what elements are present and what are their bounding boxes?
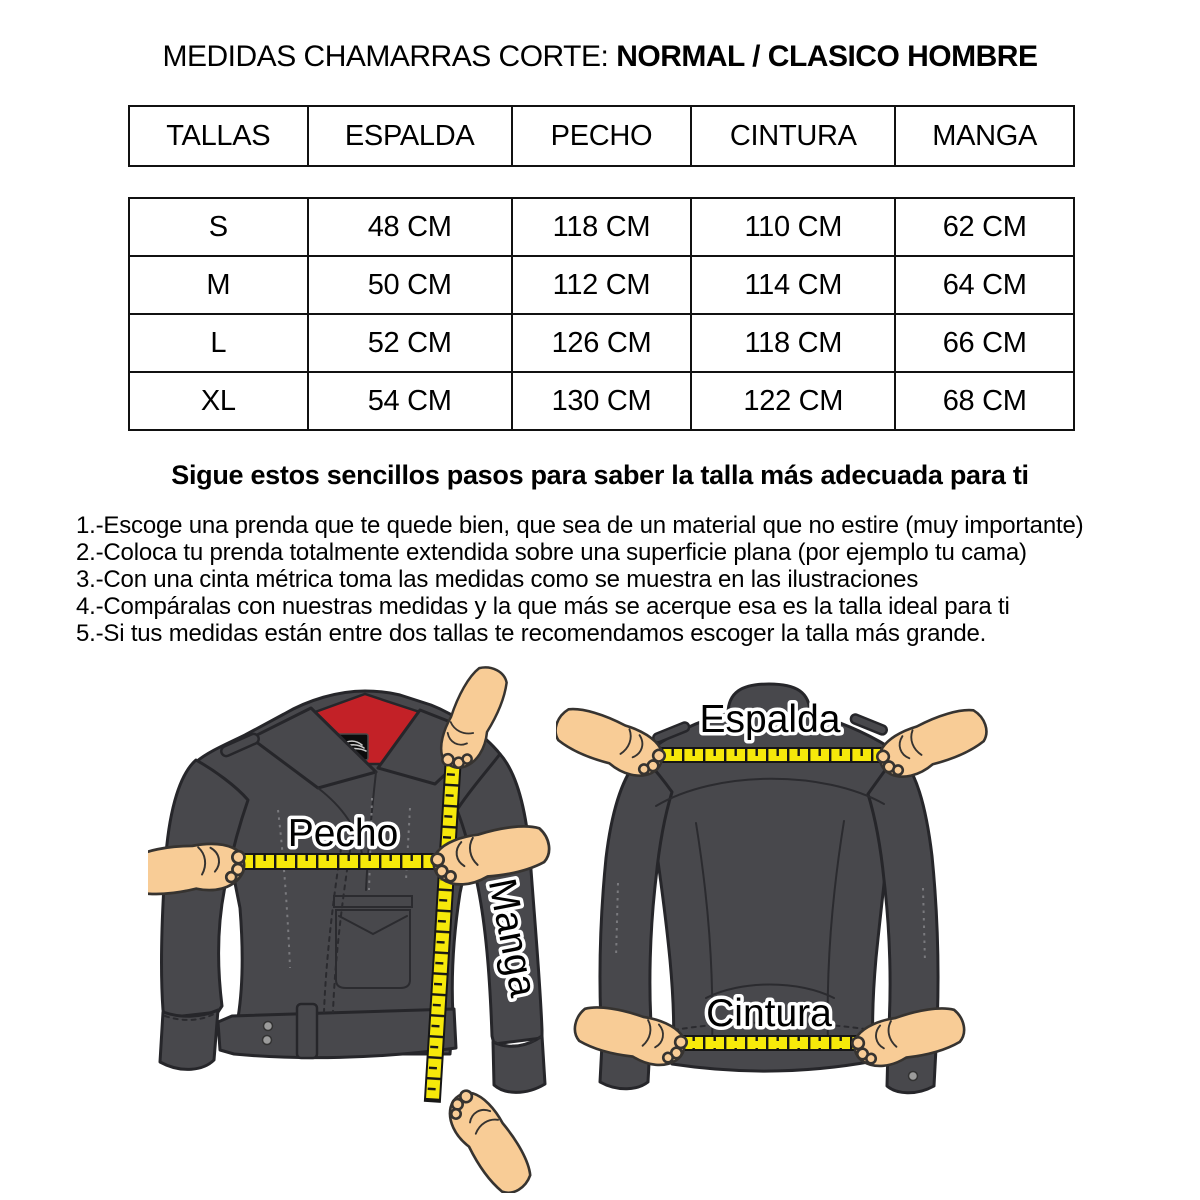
waist-measure-label: Cintura <box>706 992 832 1035</box>
front-jacket-illustration: Pecho Manga <box>148 659 555 1193</box>
chest-tape <box>223 853 451 870</box>
title-bold: NORMAL / CLASICO HOMBRE <box>616 40 1038 73</box>
size-cell: 112 CM <box>510 255 693 315</box>
guide-step: 2.-Coloca tu prenda totalmente extendida… <box>76 539 1027 566</box>
guide-step: 5.-Si tus medidas están entre dos tallas… <box>76 620 987 647</box>
guide-steps: 1.-Escoge una prenda que te quede bien, … <box>76 512 1166 647</box>
hand-icon <box>869 701 995 786</box>
header-cell-tallas: TALLAS <box>128 105 309 167</box>
size-cell: 118 CM <box>510 197 693 257</box>
header-cell-espalda: ESPALDA <box>306 105 513 167</box>
header-cell-pecho: PECHO <box>510 105 693 167</box>
table-row: M 50 CM 112 CM 114 CM 64 CM <box>128 255 1075 315</box>
header-cell-manga: MANGA <box>894 105 1075 167</box>
waist-tape <box>667 1035 872 1051</box>
back-measure-label: Espalda <box>700 698 841 741</box>
table-row: L 52 CM 126 CM 118 CM 66 CM <box>128 313 1075 373</box>
guide-heading: Sigue estos sencillos pasos para saber l… <box>171 460 1029 490</box>
table-row: XL 54 CM 130 CM 122 CM 68 CM <box>128 371 1075 431</box>
size-table-header: TALLAS ESPALDA PECHO CINTURA MANGA <box>128 105 1075 167</box>
guide-step: 3.-Con una cinta métrica toma las medida… <box>76 566 919 593</box>
size-cell: 118 CM <box>690 313 897 373</box>
size-cell: 122 CM <box>690 371 897 431</box>
size-cell: 68 CM <box>894 371 1075 431</box>
size-cell: 52 CM <box>306 313 513 373</box>
jacket-front-graphic <box>158 689 547 1094</box>
table-header-row: TALLAS ESPALDA PECHO CINTURA MANGA <box>128 105 1075 167</box>
hand-icon <box>556 700 673 785</box>
size-cell: 66 CM <box>894 313 1075 373</box>
table-row: S 48 CM 118 CM 110 CM 62 CM <box>128 197 1075 257</box>
jacket-back-graphic <box>598 682 940 1095</box>
hand-icon <box>438 1080 540 1193</box>
size-cell: 126 CM <box>510 313 693 373</box>
header-cell-cintura: CINTURA <box>690 105 897 167</box>
size-cell: L <box>128 313 309 373</box>
chest-measure-label: Pecho <box>288 812 399 855</box>
size-cell: 64 CM <box>894 255 1075 315</box>
size-cell: 130 CM <box>510 371 693 431</box>
size-cell: 50 CM <box>306 255 513 315</box>
guide-step: 4.-Compáralas con nuestras medidas y la … <box>76 593 1010 620</box>
back-tape <box>643 747 897 763</box>
guide-step: 1.-Escoge una prenda que te quede bien, … <box>76 512 1084 539</box>
size-table-body: S 48 CM 118 CM 110 CM 62 CM M 50 CM 112 … <box>128 197 1075 431</box>
title-regular: MEDIDAS CHAMARRAS CORTE: <box>162 40 617 73</box>
size-cell: M <box>128 255 309 315</box>
page-title: MEDIDAS CHAMARRAS CORTE: NORMAL / CLASIC… <box>0 40 1200 74</box>
back-jacket-illustration: Espalda Cintura <box>556 682 995 1095</box>
size-cell: 114 CM <box>690 255 897 315</box>
size-cell: 48 CM <box>306 197 513 257</box>
size-cell: 62 CM <box>894 197 1075 257</box>
size-cell: 54 CM <box>306 371 513 431</box>
size-cell: 110 CM <box>690 197 897 257</box>
size-cell: S <box>128 197 309 257</box>
size-cell: XL <box>128 371 309 431</box>
